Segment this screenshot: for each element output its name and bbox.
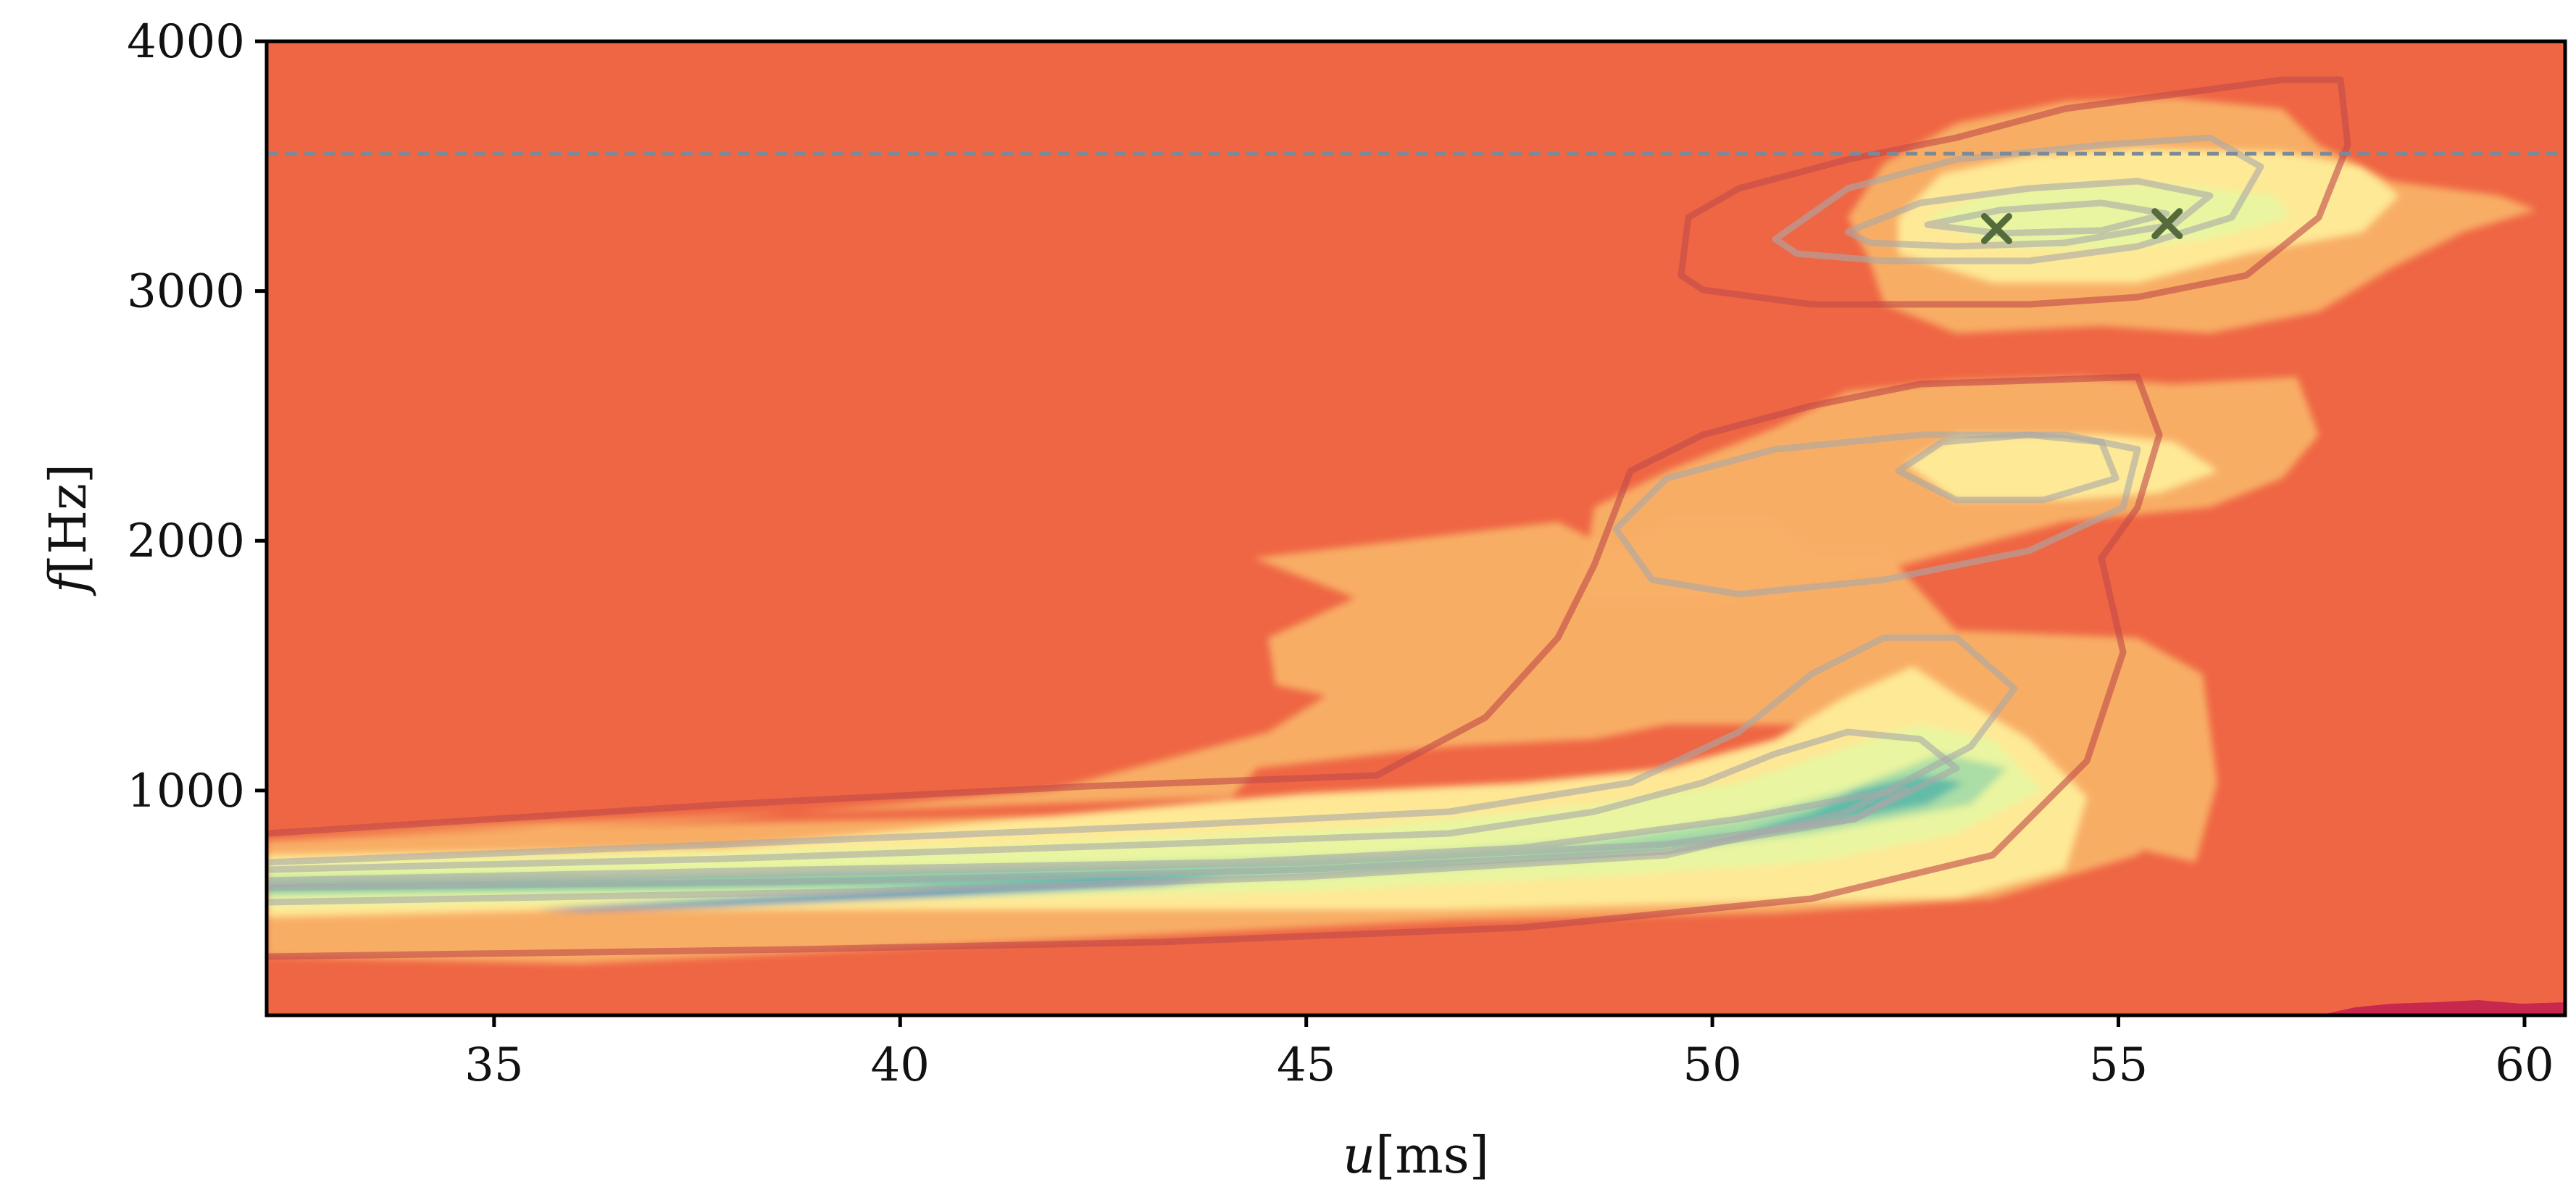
x-tick-label-60: 60 <box>2495 1038 2554 1092</box>
marker-layer <box>1980 208 2183 244</box>
line-contour-2 <box>267 634 2018 906</box>
x-axis: 35 40 45 50 55 60 <box>464 1015 2554 1092</box>
x-axis-label: u[ms] <box>1343 1125 1489 1185</box>
x-tick-label-35: 35 <box>464 1038 523 1092</box>
corner-level-strip <box>2319 1000 2565 1015</box>
y-tick-label-4000: 4000 <box>127 15 245 69</box>
y-tick-label-2000: 2000 <box>127 515 245 568</box>
y-tick-label-1000: 1000 <box>127 765 245 818</box>
x-axis-label-unit: [ms] <box>1375 1125 1489 1185</box>
x-tick-label-40: 40 <box>871 1038 930 1092</box>
line-contour-mid-2 <box>1895 431 2119 504</box>
y-tick-label-3000: 3000 <box>127 265 245 319</box>
line-contour-3 <box>267 728 1960 891</box>
line-contour-4 <box>267 786 1909 888</box>
x-axis-label-var: u <box>1343 1125 1375 1185</box>
line-contour-outer <box>267 373 2163 960</box>
y-axis: 1000 2000 3000 4000 <box>127 15 267 818</box>
line-contour-high-outer <box>1677 76 2351 308</box>
y-axis-label: f[Hz] <box>38 464 98 596</box>
line-contour-high-2 <box>1772 134 2264 265</box>
x-tick-label-45: 45 <box>1277 1038 1335 1092</box>
line-contour-mid-1 <box>1612 431 2141 598</box>
x-marker-2 <box>2151 208 2183 240</box>
line-contours <box>267 76 2351 960</box>
plot-frame <box>264 39 2567 1017</box>
x-tick-label-55: 55 <box>2089 1038 2148 1092</box>
line-contour-high-3 <box>1844 178 2214 250</box>
x-marker-1 <box>1980 212 2012 244</box>
x-tick-label-50: 50 <box>1683 1038 1741 1092</box>
y-axis-label-unit: [Hz] <box>38 464 98 575</box>
